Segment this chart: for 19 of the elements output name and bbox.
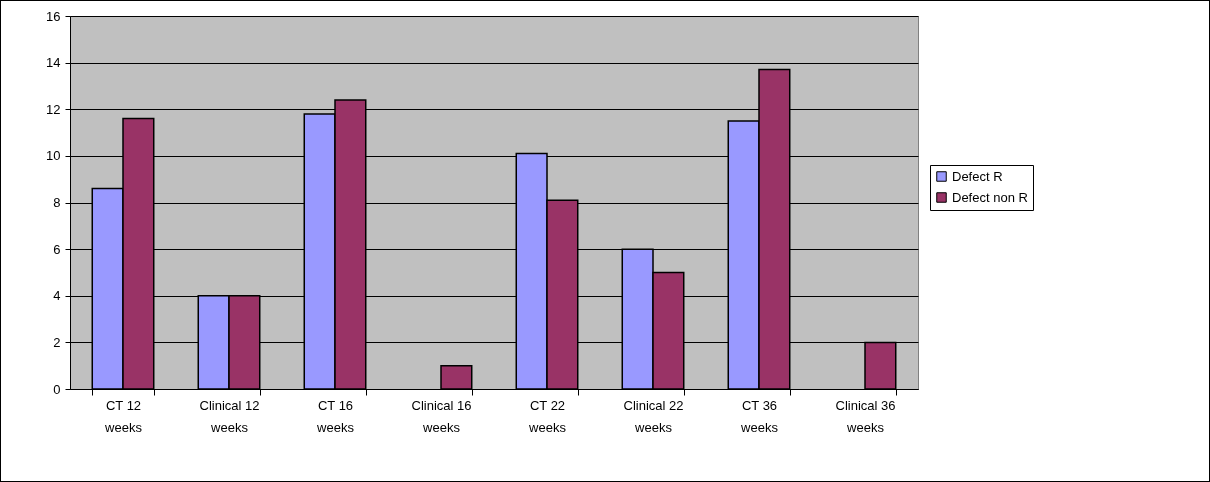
- x-tick-label: CT 36 weeks: [740, 397, 779, 435]
- x-tick-label: Clinical 16 weeks: [411, 397, 472, 435]
- x-tick-label: CT 16 weeks: [316, 397, 355, 435]
- x-tick-label: Clinical 36 weeks: [835, 397, 896, 435]
- x-tick-label: CT 22 weeks: [528, 397, 567, 435]
- y-tick-label: 16: [46, 8, 61, 24]
- legend-label: Defect R: [952, 168, 1003, 184]
- y-tick-label: 12: [46, 101, 61, 117]
- y-tick-label: 2: [53, 334, 61, 350]
- y-tick-label: 4: [53, 288, 61, 304]
- x-tick-label: CT 12 weeks: [104, 397, 143, 435]
- legend-label: Defect non R: [952, 189, 1028, 205]
- x-tick-label: Clinical 22 weeks: [623, 397, 684, 435]
- y-tick-label: 0: [53, 381, 61, 397]
- y-tick-label: 6: [53, 241, 61, 257]
- y-tick-label: 10: [46, 148, 61, 164]
- x-tick-label: Clinical 12 weeks: [199, 397, 260, 435]
- y-tick-label: 14: [46, 55, 61, 71]
- y-tick-label: 8: [53, 195, 61, 210]
